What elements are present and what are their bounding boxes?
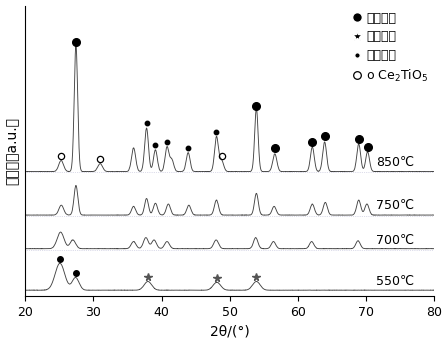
Text: 850℃: 850℃: [376, 155, 414, 169]
Text: 750℃: 750℃: [376, 199, 414, 212]
X-axis label: 2θ/(°): 2θ/(°): [210, 324, 250, 338]
Text: 550℃: 550℃: [376, 275, 414, 288]
Legend: 金红石相, 锐钛矿相, 板钛矿相, $\mathrm{o\ Ce_2TiO_5}$: 金红石相, 锐钛矿相, 板钛矿相, $\mathrm{o\ Ce_2TiO_5}…: [347, 7, 433, 89]
Text: 700℃: 700℃: [376, 234, 414, 247]
Y-axis label: 强度／（a.u.）: 强度／（a.u.）: [5, 117, 20, 185]
